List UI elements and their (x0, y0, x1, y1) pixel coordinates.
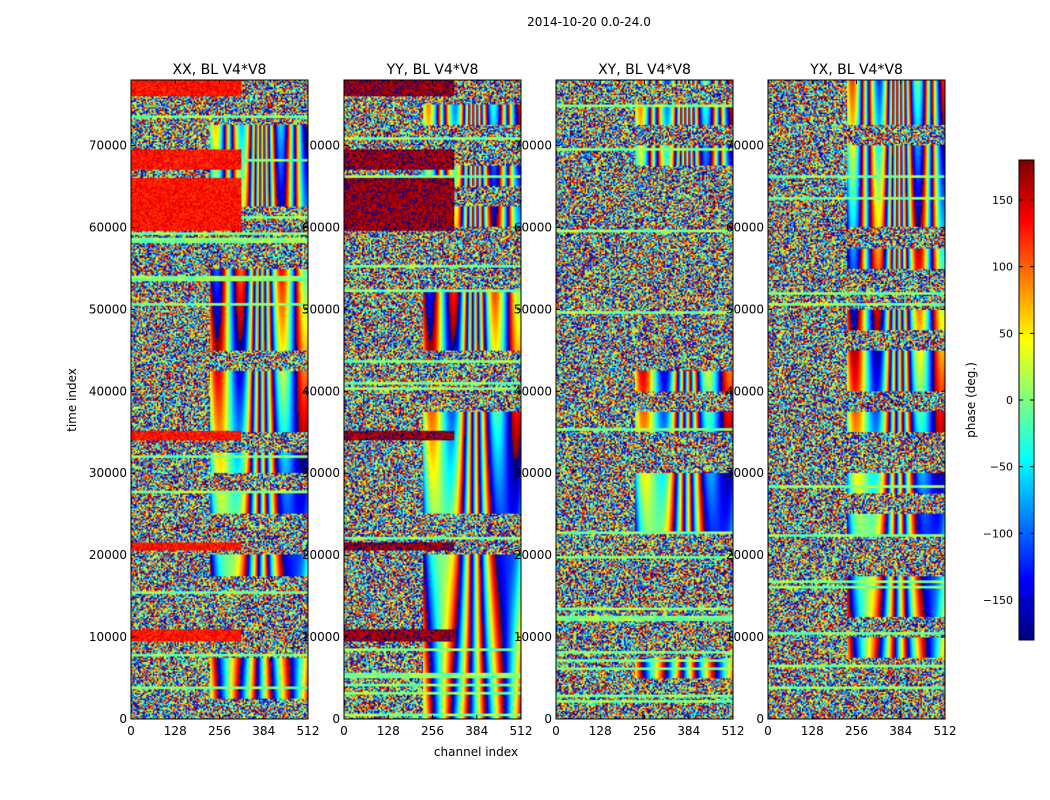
y-tick-label: 40000 (302, 384, 340, 398)
y-tick-label: 20000 (514, 548, 552, 562)
panel-yy: YY, BL V4*V8 0 128 256 384 512 0 10000 20000 3000… (302, 62, 533, 738)
y-tick-label: 30000 (89, 466, 127, 480)
panel-title-yy: YY, BL V4*V8 (386, 62, 479, 78)
phase-heatmap-xx (131, 80, 308, 719)
y-tick-label: 50000 (726, 302, 764, 316)
y-tick-label: 0 (756, 712, 764, 726)
x-tick-label: 256 (845, 724, 868, 738)
panel-title-yx: YX, BL V4*V8 (809, 62, 903, 78)
y-tick-label: 60000 (89, 220, 127, 234)
y-tick-label: 50000 (302, 302, 340, 316)
x-tick-label: 256 (633, 724, 656, 738)
y-tick-label: 40000 (726, 384, 764, 398)
y-tick-label: 70000 (514, 139, 552, 153)
y-tick-label: 50000 (89, 302, 127, 316)
y-tick-label: 70000 (726, 139, 764, 153)
x-tick-label: 512 (722, 724, 745, 738)
colorbar-tick-label: −100 (983, 527, 1013, 540)
y-axis-label: time index (65, 368, 79, 432)
y-tick-label: 0 (544, 712, 552, 726)
x-tick-label: 128 (801, 724, 824, 738)
panel-title-xy: XY, BL V4*V8 (598, 62, 691, 78)
y-tick-label: 50000 (514, 302, 552, 316)
x-tick-label: 384 (252, 724, 275, 738)
x-tick-label: 512 (934, 724, 957, 738)
phase-heatmap-xy (556, 80, 733, 719)
x-axis-label: channel index (434, 745, 518, 759)
colorbar-tick-label: −150 (983, 594, 1013, 607)
y-tick-label: 10000 (726, 630, 764, 644)
y-tick-label: 10000 (89, 630, 127, 644)
y-tick-label: 30000 (726, 466, 764, 480)
figure-suptitle: 2014-10-20 0.0-24.0 (527, 15, 651, 29)
y-tick-label: 60000 (514, 220, 552, 234)
x-tick-label: 0 (340, 724, 348, 738)
colorbar-tick-label: −50 (990, 461, 1013, 474)
y-tick-label: 70000 (89, 139, 127, 153)
x-tick-label: 512 (297, 724, 320, 738)
colorbar-tick-label: 150 (992, 194, 1013, 207)
y-tick-label: 20000 (89, 548, 127, 562)
y-tick-label: 30000 (514, 466, 552, 480)
x-tick-label: 384 (465, 724, 488, 738)
y-tick-label: 20000 (302, 548, 340, 562)
colorbar-tick-label: 0 (1006, 394, 1013, 407)
y-tick-label: 60000 (302, 220, 340, 234)
x-tick-label: 384 (677, 724, 700, 738)
colorbar-tick-label: 50 (999, 327, 1013, 340)
y-tick-label: 60000 (726, 220, 764, 234)
x-tick-label: 0 (764, 724, 772, 738)
y-tick-label: 40000 (514, 384, 552, 398)
y-tick-label: 70000 (302, 139, 340, 153)
colorbar: −150 −100 −50 0 50 100 150 (983, 159, 1035, 641)
y-tick-label: 40000 (89, 384, 127, 398)
x-tick-label: 384 (889, 724, 912, 738)
y-tick-label: 10000 (514, 630, 552, 644)
panel-yx: YX, BL V4*V8 0 128 256 384 512 0 10000 20000 3000… (726, 62, 957, 738)
panel-xy: XY, BL V4*V8 0 128 256 384 512 0 10000 20000 3000… (514, 62, 745, 738)
x-tick-label: 0 (127, 724, 135, 738)
x-tick-label: 512 (510, 724, 533, 738)
x-tick-label: 128 (589, 724, 612, 738)
x-tick-label: 0 (552, 724, 560, 738)
colorbar-label: phase (deg.) (964, 362, 978, 438)
y-tick-label: 0 (332, 712, 340, 726)
y-tick-label: 0 (119, 712, 127, 726)
y-tick-label: 10000 (302, 630, 340, 644)
colorbar-tick-label: 100 (992, 261, 1013, 274)
y-tick-label: 20000 (726, 548, 764, 562)
panel-title-xx: XX, BL V4*V8 (173, 62, 267, 78)
x-tick-label: 256 (421, 724, 444, 738)
phase-heatmap-yx (768, 80, 945, 719)
colorbar-gradient (1019, 160, 1034, 640)
x-tick-label: 128 (164, 724, 187, 738)
panel-xx: XX, BL V4*V8 0 128 256 384 512 0 10000 20000 3000… (89, 62, 320, 738)
phase-heatmap-yy (344, 80, 521, 719)
x-tick-label: 128 (377, 724, 400, 738)
x-tick-label: 256 (208, 724, 231, 738)
y-tick-label: 30000 (302, 466, 340, 480)
panels-group: XX, BL V4*V8 0 128 256 384 512 0 10000 20000 3000… (89, 62, 957, 738)
